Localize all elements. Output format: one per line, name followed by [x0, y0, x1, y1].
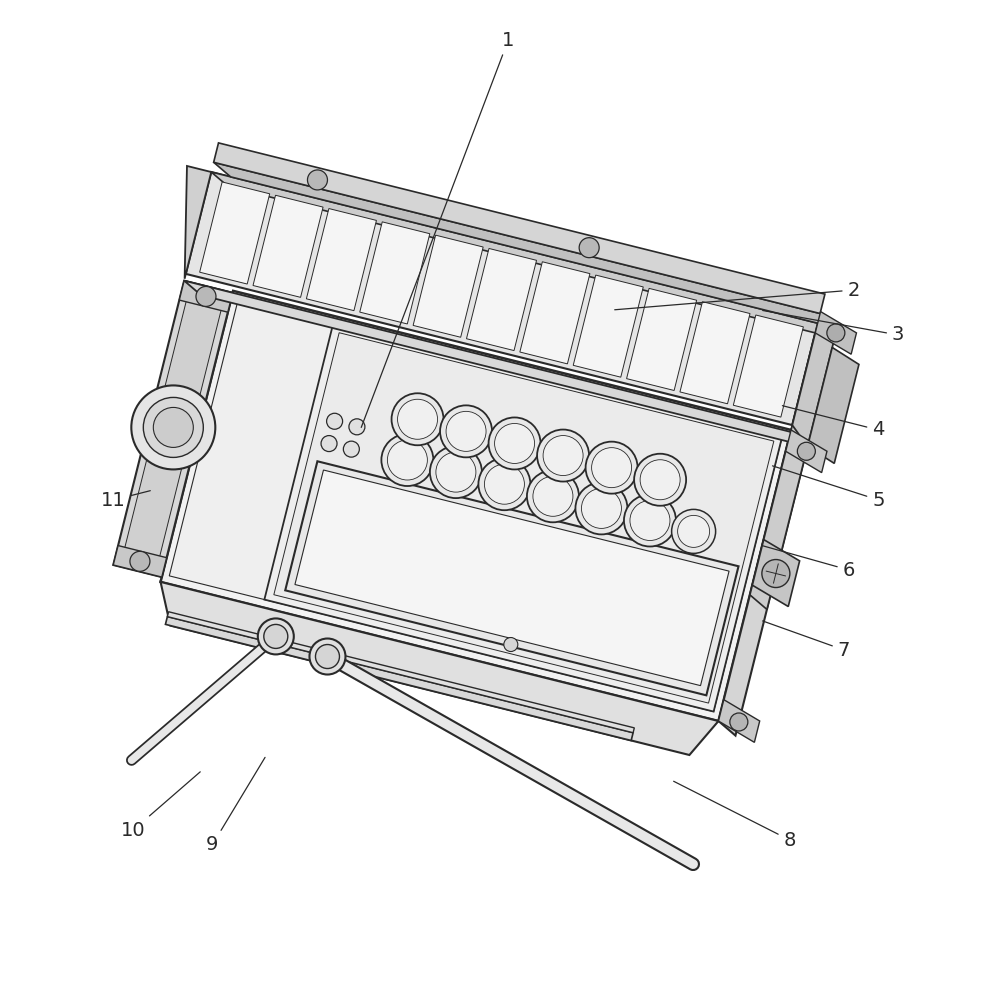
Circle shape — [349, 419, 365, 435]
Circle shape — [585, 442, 637, 494]
Polygon shape — [161, 291, 790, 721]
Polygon shape — [184, 166, 211, 279]
Circle shape — [130, 551, 150, 571]
Polygon shape — [749, 430, 808, 609]
Circle shape — [633, 454, 685, 506]
Circle shape — [387, 440, 427, 480]
Text: 3: 3 — [762, 310, 903, 344]
Polygon shape — [466, 248, 536, 351]
Circle shape — [257, 618, 294, 654]
Polygon shape — [185, 172, 816, 425]
Polygon shape — [306, 209, 376, 311]
Circle shape — [343, 441, 359, 457]
Polygon shape — [184, 281, 807, 446]
Polygon shape — [573, 275, 643, 377]
Polygon shape — [113, 546, 167, 577]
Text: 2: 2 — [614, 280, 859, 310]
Polygon shape — [199, 182, 269, 284]
Polygon shape — [166, 617, 632, 740]
Circle shape — [527, 470, 579, 522]
Polygon shape — [213, 162, 836, 328]
Circle shape — [484, 464, 524, 504]
Polygon shape — [295, 470, 729, 686]
Circle shape — [532, 476, 572, 516]
Circle shape — [478, 458, 529, 510]
Polygon shape — [285, 461, 738, 695]
Circle shape — [536, 430, 589, 482]
Polygon shape — [170, 300, 782, 712]
Circle shape — [591, 448, 631, 488]
Text: 11: 11 — [101, 490, 150, 510]
Circle shape — [153, 407, 193, 447]
Polygon shape — [179, 281, 233, 312]
Polygon shape — [792, 323, 834, 446]
Circle shape — [263, 624, 288, 648]
Polygon shape — [626, 288, 696, 390]
Circle shape — [310, 639, 345, 675]
Polygon shape — [679, 302, 749, 404]
Circle shape — [542, 436, 583, 476]
Polygon shape — [273, 333, 773, 703]
Text: 8: 8 — [673, 781, 795, 849]
Text: 1: 1 — [361, 30, 514, 427]
Circle shape — [623, 494, 675, 546]
Polygon shape — [733, 315, 803, 417]
Circle shape — [579, 238, 599, 258]
Circle shape — [308, 170, 327, 190]
Circle shape — [436, 452, 475, 492]
Circle shape — [494, 423, 534, 463]
Polygon shape — [790, 333, 831, 446]
Polygon shape — [718, 430, 808, 736]
Circle shape — [826, 324, 844, 342]
Circle shape — [581, 488, 621, 528]
Circle shape — [761, 560, 789, 588]
Text: 9: 9 — [206, 757, 265, 854]
Circle shape — [391, 393, 443, 445]
Circle shape — [629, 500, 669, 540]
Polygon shape — [359, 222, 429, 324]
Circle shape — [677, 515, 709, 547]
Polygon shape — [252, 195, 322, 297]
Circle shape — [316, 645, 339, 669]
Circle shape — [797, 442, 814, 460]
Text: 4: 4 — [782, 406, 883, 439]
Circle shape — [397, 399, 437, 439]
Polygon shape — [807, 347, 858, 463]
Polygon shape — [413, 235, 483, 337]
Polygon shape — [168, 612, 634, 733]
Text: 5: 5 — [772, 466, 883, 510]
Polygon shape — [785, 430, 826, 473]
Circle shape — [430, 446, 481, 498]
Circle shape — [440, 405, 492, 457]
Polygon shape — [121, 289, 224, 569]
Circle shape — [326, 413, 342, 429]
Circle shape — [670, 509, 715, 553]
Circle shape — [196, 286, 216, 306]
Polygon shape — [211, 172, 834, 338]
Polygon shape — [814, 312, 856, 354]
Circle shape — [320, 436, 336, 452]
Polygon shape — [520, 262, 590, 364]
Polygon shape — [161, 582, 718, 755]
Polygon shape — [718, 700, 759, 742]
Circle shape — [488, 417, 540, 469]
Text: 7: 7 — [762, 621, 849, 660]
Text: 6: 6 — [762, 546, 854, 579]
Text: 10: 10 — [121, 772, 200, 839]
Circle shape — [575, 482, 627, 534]
Polygon shape — [213, 143, 824, 314]
Circle shape — [446, 411, 485, 451]
Circle shape — [143, 397, 203, 457]
Polygon shape — [751, 540, 799, 607]
Circle shape — [381, 434, 433, 486]
Circle shape — [640, 460, 679, 500]
Circle shape — [131, 385, 215, 469]
Polygon shape — [113, 281, 233, 577]
Polygon shape — [264, 324, 782, 712]
Circle shape — [729, 713, 747, 731]
Circle shape — [503, 638, 518, 652]
